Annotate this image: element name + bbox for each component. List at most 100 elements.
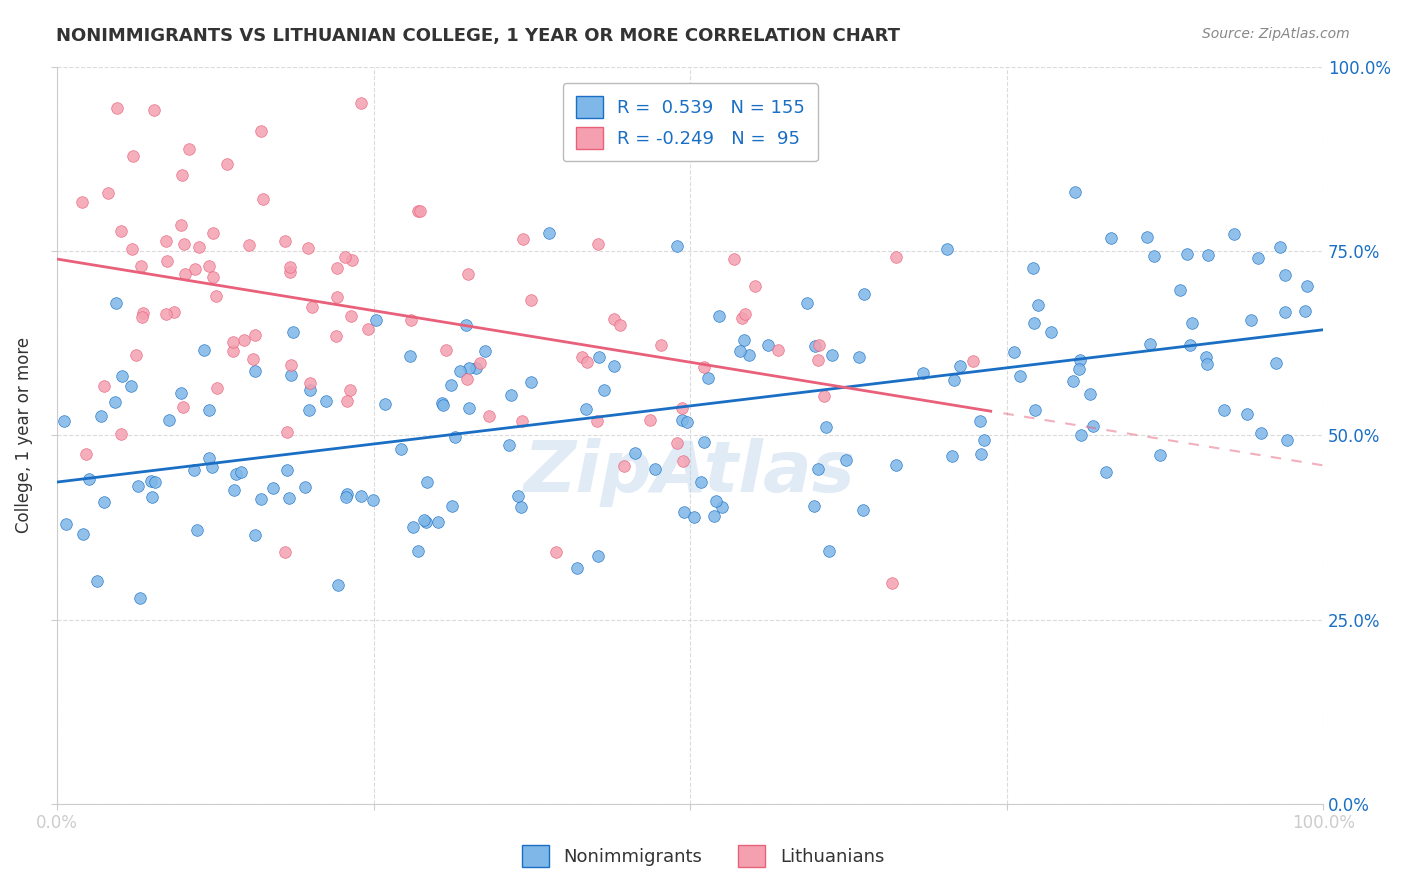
Nonimmigrants	[949, 359, 972, 373]
Lithuanians	[280, 359, 302, 373]
Nonimmigrants	[575, 402, 598, 417]
Nonimmigrants	[315, 393, 337, 408]
Nonimmigrants	[127, 479, 149, 493]
Nonimmigrants	[276, 463, 298, 477]
Nonimmigrants	[1136, 230, 1159, 244]
Nonimmigrants	[197, 451, 219, 466]
Nonimmigrants	[349, 490, 371, 504]
Nonimmigrants	[665, 238, 688, 252]
Nonimmigrants	[884, 458, 907, 472]
Nonimmigrants	[364, 312, 387, 326]
Nonimmigrants	[1268, 240, 1291, 254]
Nonimmigrants	[1250, 426, 1272, 441]
Nonimmigrants	[55, 517, 77, 532]
Nonimmigrants	[969, 414, 991, 428]
Lithuanians	[672, 453, 695, 467]
Nonimmigrants	[1070, 428, 1092, 442]
Nonimmigrants	[815, 419, 838, 434]
Text: Source: ZipAtlas.com: Source: ZipAtlas.com	[1202, 27, 1350, 41]
Nonimmigrants	[1178, 338, 1201, 352]
Lithuanians	[884, 250, 907, 264]
Lithuanians	[274, 234, 297, 248]
Lithuanians	[215, 157, 238, 171]
Lithuanians	[232, 333, 254, 347]
Nonimmigrants	[1069, 362, 1091, 376]
Lithuanians	[613, 459, 636, 474]
Nonimmigrants	[415, 515, 437, 529]
Lithuanians	[340, 252, 363, 267]
Lithuanians	[325, 290, 347, 304]
Lithuanians	[238, 237, 260, 252]
Lithuanians	[350, 96, 373, 111]
Legend: R =  0.539   N = 155, R = -0.249   N =  95: R = 0.539 N = 155, R = -0.249 N = 95	[562, 83, 817, 161]
Nonimmigrants	[538, 226, 561, 240]
Lithuanians	[143, 103, 166, 118]
Lithuanians	[325, 260, 347, 275]
Nonimmigrants	[565, 561, 588, 575]
Lithuanians	[93, 379, 115, 393]
Lithuanians	[456, 372, 478, 386]
Nonimmigrants	[756, 337, 779, 351]
Lithuanians	[339, 309, 361, 323]
Lithuanians	[273, 545, 295, 559]
Lithuanians	[155, 234, 177, 248]
Lithuanians	[97, 186, 120, 200]
Nonimmigrants	[1022, 261, 1045, 276]
Nonimmigrants	[449, 363, 471, 377]
Nonimmigrants	[402, 520, 425, 534]
Nonimmigrants	[1002, 344, 1025, 359]
Nonimmigrants	[821, 348, 844, 362]
Nonimmigrants	[1062, 374, 1084, 388]
Nonimmigrants	[86, 574, 108, 589]
Nonimmigrants	[1040, 325, 1063, 339]
Lithuanians	[638, 412, 661, 426]
Lithuanians	[807, 353, 830, 368]
Lithuanians	[301, 300, 323, 314]
Lithuanians	[121, 149, 143, 163]
Nonimmigrants	[970, 448, 993, 462]
Nonimmigrants	[1139, 337, 1161, 351]
Lithuanians	[221, 343, 243, 358]
Nonimmigrants	[697, 371, 720, 385]
Lithuanians	[808, 338, 831, 352]
Lithuanians	[155, 307, 177, 321]
Nonimmigrants	[1197, 247, 1219, 261]
Lithuanians	[336, 394, 359, 409]
Nonimmigrants	[733, 333, 755, 347]
Lithuanians	[179, 142, 201, 156]
Lithuanians	[278, 265, 301, 279]
Lithuanians	[75, 447, 97, 461]
Nonimmigrants	[72, 526, 94, 541]
Legend: Nonimmigrants, Lithuanians: Nonimmigrants, Lithuanians	[515, 838, 891, 874]
Nonimmigrants	[682, 509, 704, 524]
Nonimmigrants	[183, 462, 205, 476]
Lithuanians	[457, 267, 479, 281]
Nonimmigrants	[406, 544, 429, 558]
Nonimmigrants	[111, 369, 134, 384]
Lithuanians	[163, 304, 186, 318]
Lithuanians	[357, 321, 380, 335]
Nonimmigrants	[193, 343, 215, 357]
Lithuanians	[571, 350, 593, 364]
Lithuanians	[173, 236, 195, 251]
Nonimmigrants	[603, 359, 626, 373]
Nonimmigrants	[1069, 353, 1091, 368]
Lithuanians	[156, 254, 179, 268]
Lithuanians	[198, 259, 221, 273]
Lithuanians	[734, 307, 756, 321]
Nonimmigrants	[848, 350, 870, 364]
Nonimmigrants	[704, 494, 727, 508]
Lithuanians	[409, 204, 432, 219]
Nonimmigrants	[103, 395, 125, 409]
Lithuanians	[131, 259, 153, 273]
Nonimmigrants	[1195, 357, 1218, 371]
Nonimmigrants	[1181, 316, 1204, 330]
Nonimmigrants	[465, 360, 488, 375]
Lithuanians	[276, 425, 298, 440]
Nonimmigrants	[474, 344, 496, 359]
Nonimmigrants	[796, 295, 818, 310]
Nonimmigrants	[1175, 247, 1198, 261]
Nonimmigrants	[693, 434, 716, 449]
Nonimmigrants	[1223, 227, 1246, 241]
Lithuanians	[170, 218, 193, 232]
